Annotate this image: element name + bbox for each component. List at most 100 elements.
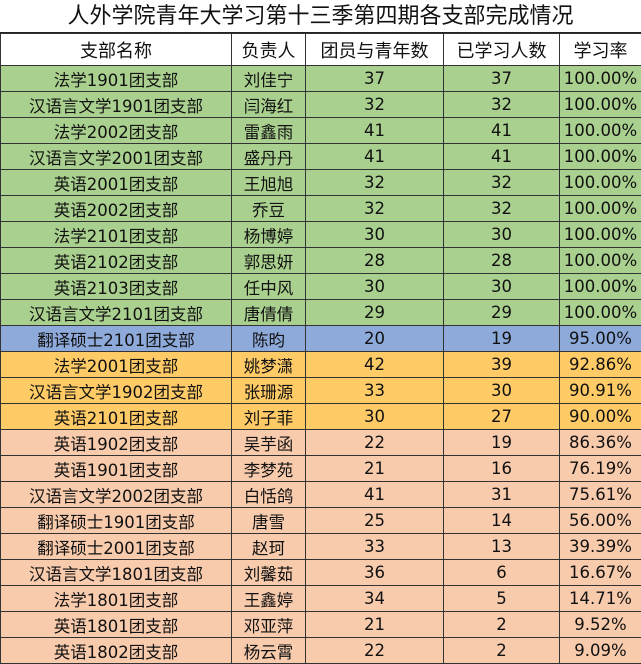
header-row: 支部名称 负责人 团员与青年数 已学习人数 学习率 [1, 34, 641, 66]
leader-cell: 吴芋函 [232, 430, 306, 456]
studied-cell: 16 [444, 456, 560, 482]
branch-cell: 翻译硕士1901团支部 [1, 508, 232, 534]
studied-cell: 31 [444, 482, 560, 508]
branch-cell: 英语1902团支部 [1, 430, 232, 456]
branch-cell: 英语1802团支部 [1, 638, 232, 664]
leader-cell: 姚梦潇 [232, 352, 306, 378]
members-cell: 41 [306, 144, 444, 170]
studied-cell: 6 [444, 560, 560, 586]
leader-cell: 刘子菲 [232, 404, 306, 430]
studied-cell: 2 [444, 638, 560, 664]
header-studied: 已学习人数 [444, 34, 560, 66]
rate-cell: 92.86% [560, 352, 641, 378]
members-cell: 32 [306, 92, 444, 118]
branch-cell: 汉语言文学2002团支部 [1, 482, 232, 508]
branch-cell: 英语2001团支部 [1, 170, 232, 196]
branch-cell: 英语2102团支部 [1, 248, 232, 274]
members-cell: 36 [306, 560, 444, 586]
rate-cell: 90.91% [560, 378, 641, 404]
rate-cell: 100.00% [560, 66, 641, 92]
studied-cell: 28 [444, 248, 560, 274]
leader-cell: 唐倩倩 [232, 300, 306, 326]
leader-cell: 白恬鸽 [232, 482, 306, 508]
branch-cell: 汉语言文学1902团支部 [1, 378, 232, 404]
rate-cell: 9.52% [560, 612, 641, 638]
rate-cell: 76.19% [560, 456, 641, 482]
members-cell: 22 [306, 638, 444, 664]
members-cell: 37 [306, 66, 444, 92]
rate-cell: 14.71% [560, 586, 641, 612]
members-cell: 30 [306, 404, 444, 430]
studied-cell: 5 [444, 586, 560, 612]
members-cell: 32 [306, 170, 444, 196]
rate-cell: 9.09% [560, 638, 641, 664]
studied-cell: 30 [444, 274, 560, 300]
branch-cell: 英语1901团支部 [1, 456, 232, 482]
leader-cell: 郭思妍 [232, 248, 306, 274]
rate-cell: 100.00% [560, 222, 641, 248]
branch-cell: 翻译硕士2001团支部 [1, 534, 232, 560]
leader-cell: 王鑫婷 [232, 586, 306, 612]
rate-cell: 100.00% [560, 118, 641, 144]
members-cell: 41 [306, 118, 444, 144]
branch-cell: 汉语言文学2001团支部 [1, 144, 232, 170]
members-cell: 20 [306, 326, 444, 352]
header-members: 团员与青年数 [306, 34, 444, 66]
leader-cell: 杨博婷 [232, 222, 306, 248]
rate-cell: 100.00% [560, 144, 641, 170]
studied-cell: 2 [444, 612, 560, 638]
studied-cell: 30 [444, 222, 560, 248]
rate-cell: 100.00% [560, 196, 641, 222]
branch-cell: 法学1901团支部 [1, 66, 232, 92]
rate-cell: 56.00% [560, 508, 641, 534]
leader-cell: 唐雪 [232, 508, 306, 534]
rate-cell: 90.00% [560, 404, 641, 430]
branch-cell: 法学2001团支部 [1, 352, 232, 378]
members-cell: 21 [306, 612, 444, 638]
members-cell: 28 [306, 248, 444, 274]
rate-cell: 100.00% [560, 248, 641, 274]
leader-cell: 盛丹丹 [232, 144, 306, 170]
members-cell: 30 [306, 274, 444, 300]
leader-cell: 王旭旭 [232, 170, 306, 196]
header-leader: 负责人 [232, 34, 306, 66]
studied-cell: 41 [444, 144, 560, 170]
rate-cell: 100.00% [560, 170, 641, 196]
header-branch: 支部名称 [1, 34, 232, 66]
branch-cell: 汉语言文学2101团支部 [1, 300, 232, 326]
members-cell: 22 [306, 430, 444, 456]
members-cell: 29 [306, 300, 444, 326]
rate-cell: 75.61% [560, 482, 641, 508]
branch-cell: 汉语言文学1901团支部 [1, 92, 232, 118]
rate-cell: 39.39% [560, 534, 641, 560]
branch-cell: 汉语言文学1801团支部 [1, 560, 232, 586]
members-cell: 25 [306, 508, 444, 534]
members-cell: 33 [306, 534, 444, 560]
branch-cell: 英语1801团支部 [1, 612, 232, 638]
members-cell: 30 [306, 222, 444, 248]
rate-cell: 95.00% [560, 326, 641, 352]
rate-cell: 16.67% [560, 560, 641, 586]
leader-cell: 张珊源 [232, 378, 306, 404]
branch-cell: 法学2101团支部 [1, 222, 232, 248]
leader-cell: 刘馨茹 [232, 560, 306, 586]
leader-cell: 邓亚萍 [232, 612, 306, 638]
branch-cell: 法学1801团支部 [1, 586, 232, 612]
studied-cell: 27 [444, 404, 560, 430]
studied-cell: 14 [444, 508, 560, 534]
